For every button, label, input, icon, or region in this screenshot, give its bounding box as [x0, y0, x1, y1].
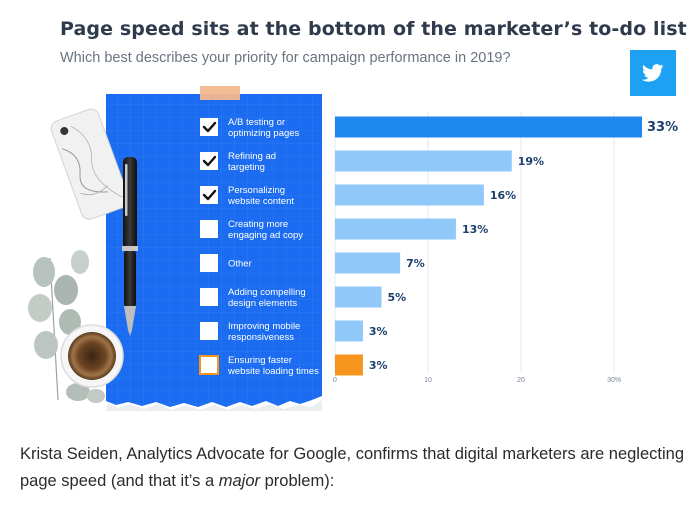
bar — [335, 354, 363, 376]
fountain-pen-image — [122, 157, 138, 336]
bar — [335, 150, 512, 172]
checklist-item-label: responsiveness — [228, 332, 294, 343]
checklist-item-label: targeting — [228, 162, 265, 173]
eucalyptus-leaves-image — [28, 250, 105, 403]
bar — [335, 286, 382, 308]
checklist-item-label: Adding compelling — [228, 287, 306, 298]
quote-emphasis: major — [218, 472, 261, 490]
checkbox — [200, 322, 218, 340]
checklist-item-label: website loading times — [227, 366, 319, 377]
bar — [335, 184, 484, 206]
blue-grid-board — [106, 94, 322, 411]
checklist-item-label: Improving mobile — [228, 321, 300, 332]
bar-value-label: 13% — [462, 223, 488, 236]
checklist-item-label: Personalizing — [228, 185, 285, 196]
bar-value-label: 19% — [518, 155, 544, 168]
checklist-item-label: optimizing pages — [228, 128, 300, 139]
page-subtitle: Which best describes your priority for c… — [60, 50, 511, 66]
quote-text-after: problem): — [260, 472, 335, 490]
checkmark-icon — [202, 155, 217, 167]
checkbox — [200, 220, 218, 238]
checkbox — [200, 254, 218, 272]
bar — [335, 320, 363, 342]
checklist-item-label: A/B testing or — [228, 117, 285, 128]
bar — [335, 116, 642, 138]
checklist-item: Other — [200, 254, 252, 272]
x-tick-label: 10 — [424, 377, 432, 384]
checklist-item-label: Other — [228, 259, 252, 270]
checkbox — [199, 355, 219, 375]
tape-strip — [200, 86, 240, 100]
bar — [335, 252, 401, 274]
twitter-icon — [642, 64, 664, 82]
phone-image — [50, 108, 130, 220]
quote-text-before: Krista Seiden, Analytics Advocate for Go… — [20, 445, 685, 490]
x-tick-label: 20 — [517, 377, 525, 384]
checklist-item-label: design elements — [228, 298, 297, 309]
bar-value-label: 5% — [388, 291, 407, 304]
bar-value-label: 7% — [406, 257, 425, 270]
checklist-item-label: Creating more — [228, 219, 288, 230]
checkbox — [200, 288, 218, 306]
checklist-item-label: engaging ad copy — [228, 230, 303, 241]
checkmark-icon — [202, 189, 217, 201]
checkbox — [200, 152, 218, 170]
bar-chart: 0 10 20 30% 33% 19% 16% 13% 7% 5% 3% 3% — [333, 112, 678, 384]
page-title: Page speed sits at the bottom of the mar… — [60, 18, 687, 40]
checkbox — [200, 118, 218, 136]
bar-value-label: 16% — [490, 189, 516, 202]
bar — [335, 218, 456, 240]
checkmark-icon — [202, 121, 217, 133]
quote-paragraph: Krista Seiden, Analytics Advocate for Go… — [20, 441, 685, 495]
checkbox — [200, 186, 218, 204]
bar-value-label: 3% — [369, 325, 388, 338]
twitter-share-button[interactable] — [630, 50, 676, 96]
checklist-item-label: website content — [227, 196, 294, 207]
bar-value-label: 33% — [647, 120, 678, 135]
bar-value-label: 3% — [369, 359, 388, 372]
checklist-item-label: Refining ad — [228, 151, 276, 162]
coffee-cup-image — [60, 324, 124, 388]
x-tick-label: 30% — [607, 377, 621, 384]
x-tick-label: 0 — [333, 377, 337, 384]
checklist-item-label: Ensuring faster — [228, 355, 292, 366]
